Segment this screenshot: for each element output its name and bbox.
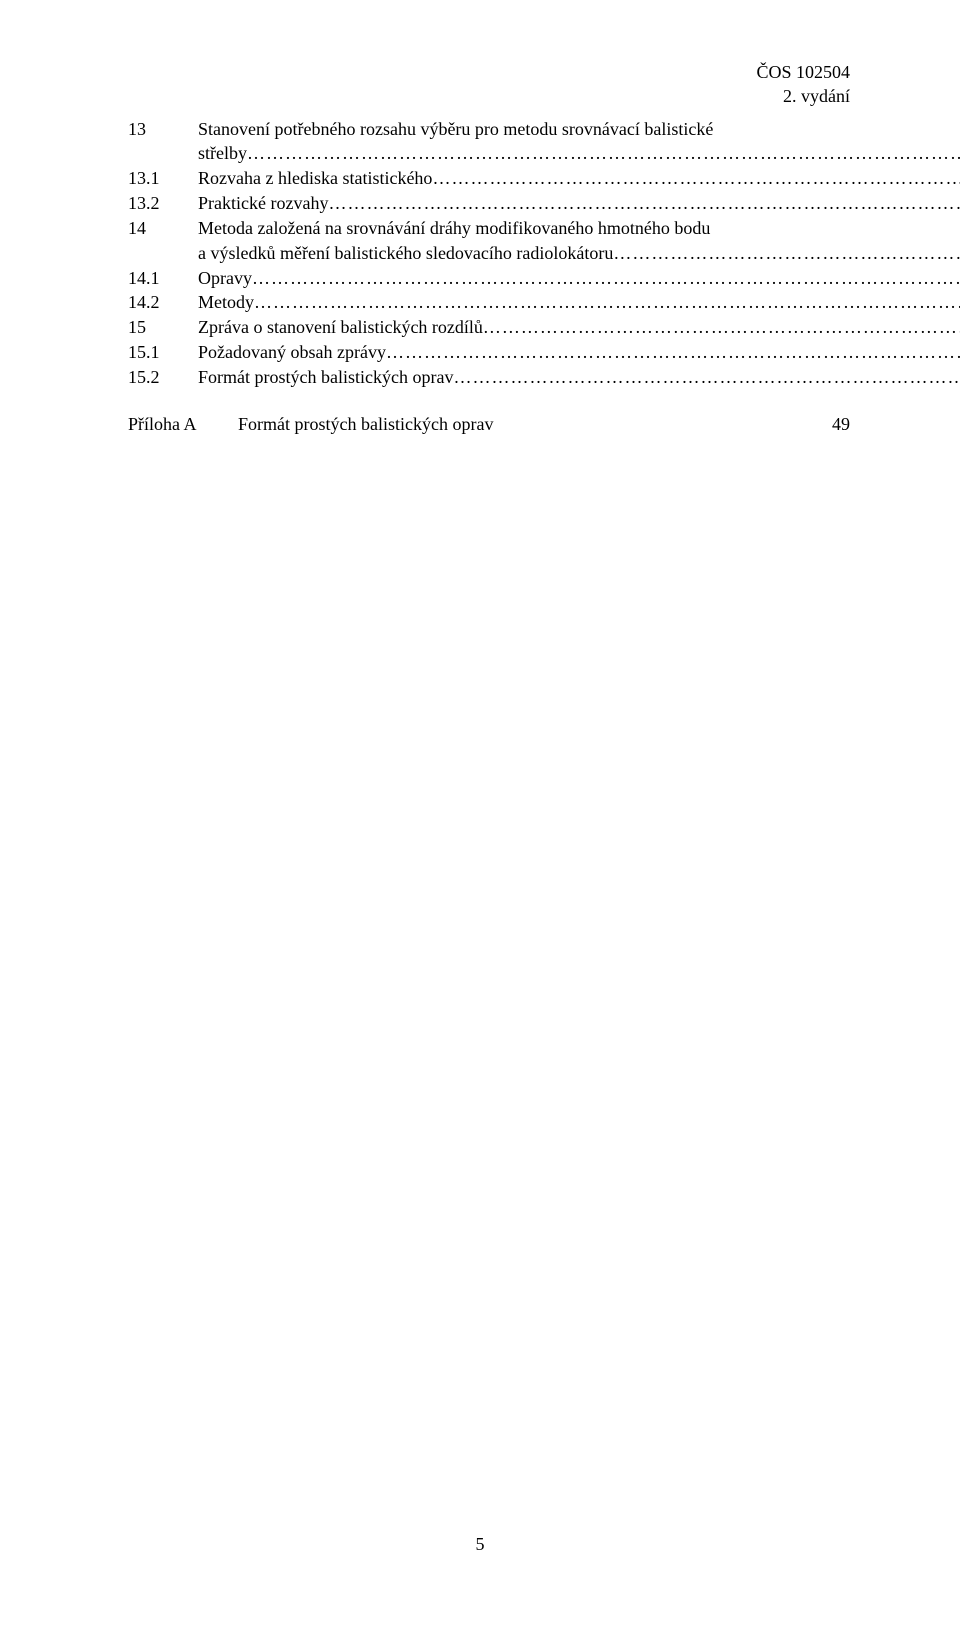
toc-line: střelby35 [198,141,960,166]
toc-number: 15 [128,315,198,340]
appendix-text: Formát prostých balistických oprav [238,414,812,435]
toc-label: Požadovaný obsah zprávy [198,340,386,365]
toc-number: 13.2 [128,191,198,216]
toc-leader [254,290,960,315]
document-header: ČOS 102504 2. vydání [128,60,850,109]
toc-text-wrap: Praktické rozvahy40 [198,191,960,216]
toc-text-wrap: Metody41 [198,290,960,315]
toc-number: 13.1 [128,166,198,191]
toc-text-wrap: Metoda založená na srovnávání dráhy modi… [198,216,960,266]
toc-line: Metoda založená na srovnávání dráhy modi… [198,216,960,241]
toc-number: 15.1 [128,340,198,365]
appendix-label: Příloha A [128,414,238,435]
header-line-2: 2. vydání [128,84,850,108]
toc-line: a výsledků měření balistického sledovací… [198,241,960,266]
toc-row: 14.1Opravy41 [128,266,850,291]
toc-label: střelby [198,141,247,166]
toc-line: Rozvaha z hlediska statistického35 [198,166,960,191]
header-line-1: ČOS 102504 [128,60,850,84]
toc-label: Formát prostých balistických oprav [198,365,453,390]
toc-label: a výsledků měření balistického sledovací… [198,241,613,266]
toc-row: 13.2Praktické rozvahy40 [128,191,850,216]
toc-row: 13.1Rozvaha z hlediska statistického35 [128,166,850,191]
toc-leader [328,191,960,216]
toc-row: 15.1Požadovaný obsah zprávy47 [128,340,850,365]
toc-row: 14.2Metody41 [128,290,850,315]
toc-label: Opravy [198,266,252,291]
toc-leader [483,315,960,340]
toc-leader [252,266,960,291]
table-of-contents: 13Stanovení potřebného rozsahu výběru pr… [128,117,850,390]
appendix-page: 49 [812,414,850,435]
toc-leader [386,340,960,365]
toc-row: 15Zpráva o stanovení balistických rozdíl… [128,315,850,340]
toc-leader [432,166,960,191]
toc-number: 15.2 [128,365,198,390]
toc-leader [453,365,960,390]
toc-text-wrap: Formát prostých balistických oprav47 [198,365,960,390]
toc-text-wrap: Požadovaný obsah zprávy47 [198,340,960,365]
toc-label: Praktické rozvahy [198,191,328,216]
toc-number: 13 [128,117,198,142]
toc-label: Zpráva o stanovení balistických rozdílů [198,315,483,340]
toc-line: Zpráva o stanovení balistických rozdílů4… [198,315,960,340]
toc-label: Stanovení potřebného rozsahu výběru pro … [198,117,713,142]
toc-number: 14.1 [128,266,198,291]
page-content: ČOS 102504 2. vydání 13Stanovení potřebn… [0,0,960,435]
appendix-row: Příloha A Formát prostých balistických o… [128,414,850,435]
toc-row: 14Metoda založená na srovnávání dráhy mo… [128,216,850,266]
toc-line: Opravy41 [198,266,960,291]
toc-label: Metoda založená na srovnávání dráhy modi… [198,216,710,241]
toc-line: Metody41 [198,290,960,315]
toc-number: 14.2 [128,290,198,315]
toc-line: Požadovaný obsah zprávy47 [198,340,960,365]
toc-leader [247,141,960,166]
page-number: 5 [0,1534,960,1555]
toc-leader [613,241,960,266]
toc-line: Stanovení potřebného rozsahu výběru pro … [198,117,960,142]
toc-text-wrap: Rozvaha z hlediska statistického35 [198,166,960,191]
toc-text-wrap: Stanovení potřebného rozsahu výběru pro … [198,117,960,167]
toc-label: Metody [198,290,254,315]
toc-text-wrap: Zpráva o stanovení balistických rozdílů4… [198,315,960,340]
toc-text-wrap: Opravy41 [198,266,960,291]
toc-line: Formát prostých balistických oprav47 [198,365,960,390]
toc-row: 15.2Formát prostých balistických oprav47 [128,365,850,390]
toc-number: 14 [128,216,198,241]
toc-row: 13Stanovení potřebného rozsahu výběru pr… [128,117,850,167]
toc-line: Praktické rozvahy40 [198,191,960,216]
toc-label: Rozvaha z hlediska statistického [198,166,432,191]
